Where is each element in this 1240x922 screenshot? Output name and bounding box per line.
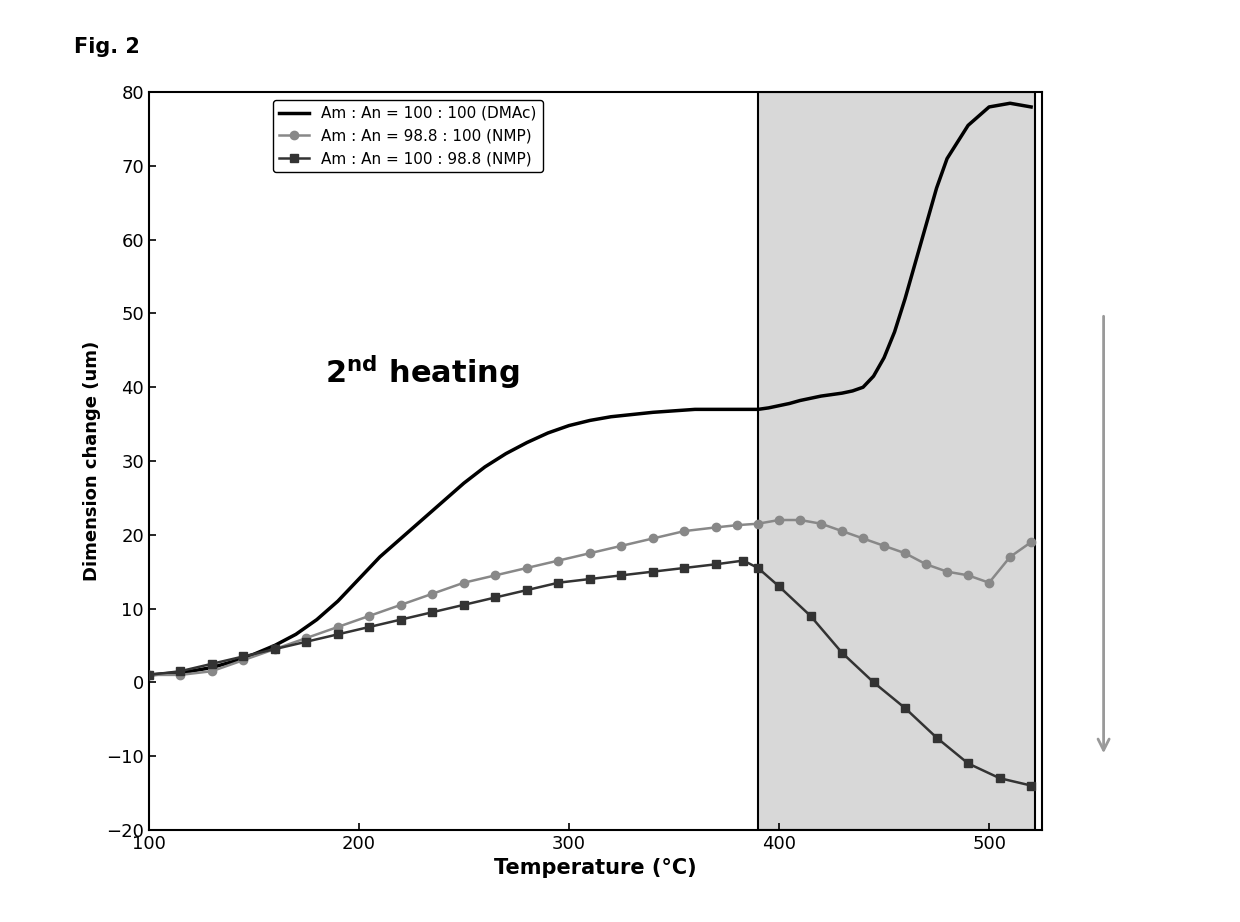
X-axis label: Temperature (°C): Temperature (°C) [494, 858, 697, 879]
Bar [758, 92, 1035, 830]
Text: Fig. 2: Fig. 2 [74, 37, 140, 57]
Y-axis label: Dimension change (um): Dimension change (um) [83, 341, 100, 581]
Legend: Am : An = 100 : 100 (DMAc), Am : An = 98.8 : 100 (NMP), Am : An = 100 : 98.8 (NM: Am : An = 100 : 100 (DMAc), Am : An = 98… [273, 100, 543, 172]
Text: 2$^{\mathregular{nd}}$ heating: 2$^{\mathregular{nd}}$ heating [325, 353, 520, 392]
